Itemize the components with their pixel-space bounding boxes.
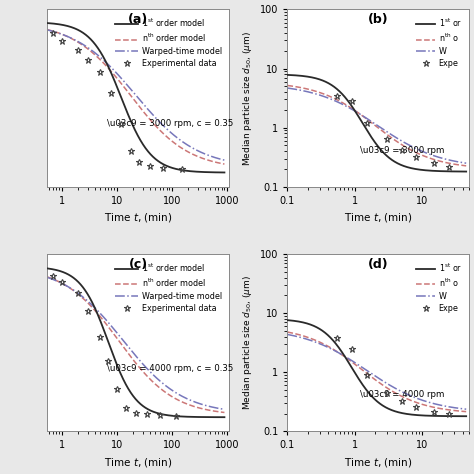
Text: \u03c9 = 3000 rpm: \u03c9 = 3000 rpm <box>360 146 445 155</box>
X-axis label: Time $t$, (min): Time $t$, (min) <box>344 211 412 224</box>
Text: \u03c9 = 4000 rpm, c = 0.35: \u03c9 = 4000 rpm, c = 0.35 <box>108 364 234 373</box>
Text: (d): (d) <box>368 258 389 271</box>
Text: (a): (a) <box>128 13 148 26</box>
Legend: 1$^{\rm st}$ order model, n$^{\rm th}$ order model, Warped-time model, Experimen: 1$^{\rm st}$ order model, n$^{\rm th}$ o… <box>112 13 225 71</box>
Y-axis label: Median particle size $d_{50}$, ($\mu$m): Median particle size $d_{50}$, ($\mu$m) <box>241 30 255 166</box>
Legend: 1$^{\rm st}$ order model, n$^{\rm th}$ order model, Warped-time model, Experimen: 1$^{\rm st}$ order model, n$^{\rm th}$ o… <box>112 258 225 316</box>
X-axis label: Time $t$, (min): Time $t$, (min) <box>344 456 412 469</box>
Legend: 1$^{\rm st}$ or, n$^{\rm th}$ o, W, Expe: 1$^{\rm st}$ or, n$^{\rm th}$ o, W, Expe <box>413 13 465 71</box>
Legend: 1$^{\rm st}$ or, n$^{\rm th}$ o, W, Expe: 1$^{\rm st}$ or, n$^{\rm th}$ o, W, Expe <box>413 258 465 316</box>
Y-axis label: Median particle size $d_{50}$, ($\mu$m): Median particle size $d_{50}$, ($\mu$m) <box>241 275 255 410</box>
Text: \u03c9 = 4000 rpm: \u03c9 = 4000 rpm <box>360 391 445 400</box>
Text: (c): (c) <box>129 258 148 271</box>
Text: \u03c9 = 3000 rpm, c = 0.35: \u03c9 = 3000 rpm, c = 0.35 <box>108 119 234 128</box>
Text: (b): (b) <box>368 13 389 26</box>
X-axis label: Time $t$, (min): Time $t$, (min) <box>104 456 173 469</box>
X-axis label: Time $t$, (min): Time $t$, (min) <box>104 211 173 224</box>
